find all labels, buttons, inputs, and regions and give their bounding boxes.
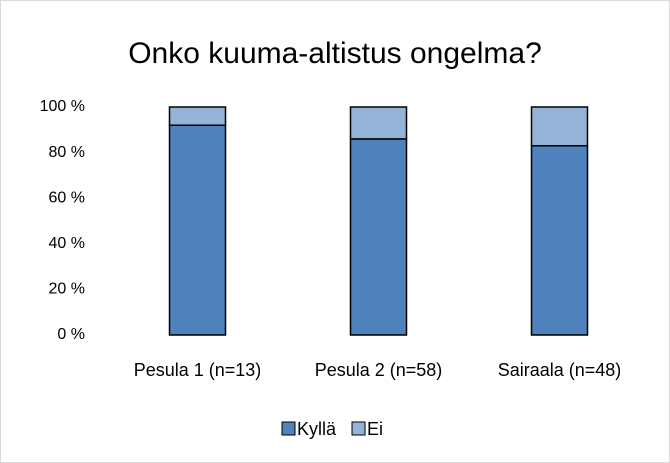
y-tick-label: 60 % <box>49 189 85 206</box>
chart-title: Onko kuuma-altistus ongelma? <box>128 37 542 70</box>
bar-segment <box>349 138 408 336</box>
legend-swatch <box>351 421 366 436</box>
y-tick-label: 0 % <box>57 326 85 343</box>
legend-label: Kyllä <box>297 419 337 439</box>
legend-swatch <box>281 421 296 436</box>
y-tick-label: 40 % <box>49 235 85 252</box>
bar-segment <box>530 145 589 336</box>
legend-label: Ei <box>367 419 383 439</box>
x-tick-label: Sairaala (n=48) <box>498 360 622 380</box>
bar-segment <box>168 106 227 126</box>
bar-segment <box>530 106 589 147</box>
y-tick-label: 20 % <box>49 281 85 298</box>
bar-segment <box>168 124 227 336</box>
y-tick-label: 100 % <box>40 98 85 115</box>
bar-segment <box>349 106 408 140</box>
y-tick-label: 80 % <box>49 144 85 161</box>
x-tick-label: Pesula 2 (n=58) <box>315 360 443 380</box>
x-tick-label: Pesula 1 (n=13) <box>134 360 262 380</box>
